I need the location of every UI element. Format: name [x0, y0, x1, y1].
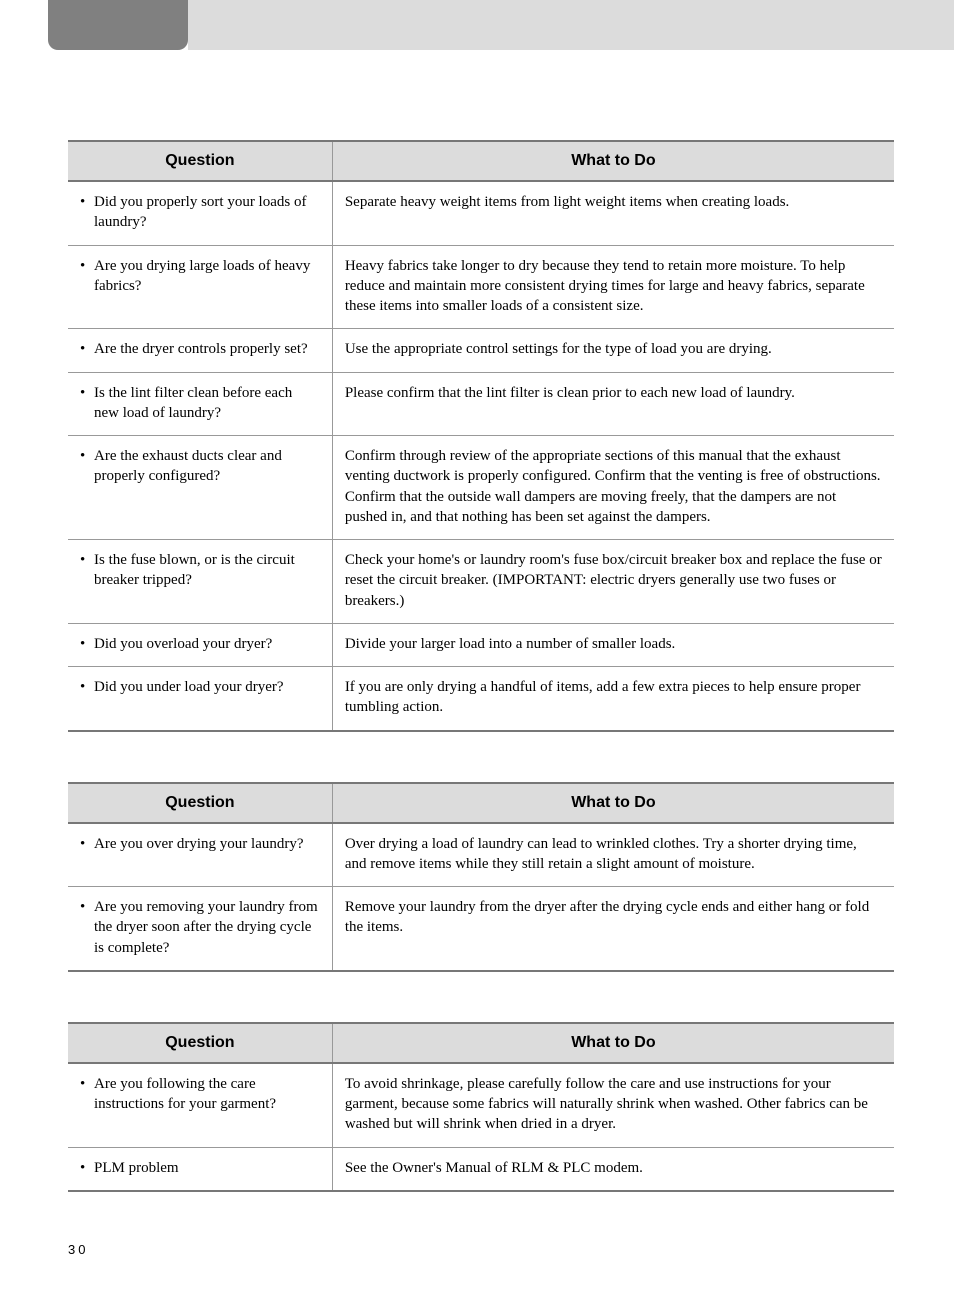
- question-text: Are you following the care instructions …: [94, 1074, 320, 1115]
- table-row: •Are the exhaust ducts clear and properl…: [68, 436, 894, 540]
- question-text: PLM problem: [94, 1158, 320, 1178]
- page: Question What to Do •Did you properly so…: [0, 0, 954, 1297]
- table-row: •PLM problem See the Owner's Manual of R…: [68, 1147, 894, 1191]
- answer-text: Remove your laundry from the dryer after…: [332, 887, 894, 971]
- column-header-what-to-do: What to Do: [332, 1023, 894, 1063]
- bullet-icon: •: [80, 256, 94, 297]
- table-row: •Did you overload your dryer? Divide you…: [68, 623, 894, 666]
- answer-text: To avoid shrinkage, please carefully fol…: [332, 1063, 894, 1147]
- answer-text: Check your home's or laundry room's fuse…: [332, 540, 894, 624]
- answer-text: If you are only drying a handful of item…: [332, 667, 894, 731]
- column-header-what-to-do: What to Do: [332, 783, 894, 823]
- bullet-icon: •: [80, 446, 94, 487]
- table-row: •Is the fuse blown, or is the circuit br…: [68, 540, 894, 624]
- bullet-icon: •: [80, 192, 94, 233]
- bullet-icon: •: [80, 677, 94, 697]
- question-text: Are you removing your laundry from the d…: [94, 897, 320, 958]
- bullet-icon: •: [80, 383, 94, 424]
- bullet-icon: •: [80, 1158, 94, 1178]
- question-text: Are you over drying your laundry?: [94, 834, 320, 854]
- table-row: •Are you following the care instructions…: [68, 1063, 894, 1147]
- answer-text: Please confirm that the lint filter is c…: [332, 372, 894, 436]
- answer-text: Confirm through review of the appropriat…: [332, 436, 894, 540]
- bullet-icon: •: [80, 634, 94, 654]
- table-row: •Are you drying large loads of heavy fab…: [68, 245, 894, 329]
- question-text: Is the fuse blown, or is the circuit bre…: [94, 550, 320, 591]
- answer-text: Use the appropriate control settings for…: [332, 329, 894, 372]
- column-header-question: Question: [68, 141, 332, 181]
- table-body-3: •Are you following the care instructions…: [68, 1063, 894, 1191]
- table-row: •Are you removing your laundry from the …: [68, 887, 894, 971]
- bullet-icon: •: [80, 1074, 94, 1115]
- question-text: Did you properly sort your loads of laun…: [94, 192, 320, 233]
- answer-text: See the Owner's Manual of RLM & PLC mode…: [332, 1147, 894, 1191]
- answer-text: Heavy fabrics take longer to dry because…: [332, 245, 894, 329]
- troubleshooting-table-1: Question What to Do •Did you properly so…: [68, 140, 894, 732]
- header-tab: [48, 0, 188, 50]
- header-banner: [0, 0, 954, 50]
- answer-text: Divide your larger load into a number of…: [332, 623, 894, 666]
- answer-text: Separate heavy weight items from light w…: [332, 181, 894, 245]
- table-row: •Did you under load your dryer? If you a…: [68, 667, 894, 731]
- question-text: Is the lint filter clean before each new…: [94, 383, 320, 424]
- question-text: Are you drying large loads of heavy fabr…: [94, 256, 320, 297]
- column-header-what-to-do: What to Do: [332, 141, 894, 181]
- troubleshooting-table-3: Question What to Do •Are you following t…: [68, 1022, 894, 1192]
- answer-text: Over drying a load of laundry can lead t…: [332, 823, 894, 887]
- question-text: Did you under load your dryer?: [94, 677, 320, 697]
- table-body-2: •Are you over drying your laundry? Over …: [68, 823, 894, 971]
- table-body-1: •Did you properly sort your loads of lau…: [68, 181, 894, 731]
- page-number: 30: [0, 1242, 954, 1257]
- header-bar: [188, 0, 954, 50]
- question-text: Did you overload your dryer?: [94, 634, 320, 654]
- question-text: Are the exhaust ducts clear and properly…: [94, 446, 320, 487]
- question-text: Are the dryer controls properly set?: [94, 339, 320, 359]
- troubleshooting-table-2: Question What to Do •Are you over drying…: [68, 782, 894, 972]
- content-area: Question What to Do •Did you properly so…: [0, 140, 954, 1192]
- bullet-icon: •: [80, 834, 94, 854]
- column-header-question: Question: [68, 1023, 332, 1063]
- table-row: •Did you properly sort your loads of lau…: [68, 181, 894, 245]
- table-row: •Are the dryer controls properly set? Us…: [68, 329, 894, 372]
- bullet-icon: •: [80, 550, 94, 591]
- bullet-icon: •: [80, 897, 94, 958]
- column-header-question: Question: [68, 783, 332, 823]
- table-row: •Is the lint filter clean before each ne…: [68, 372, 894, 436]
- bullet-icon: •: [80, 339, 94, 359]
- table-row: •Are you over drying your laundry? Over …: [68, 823, 894, 887]
